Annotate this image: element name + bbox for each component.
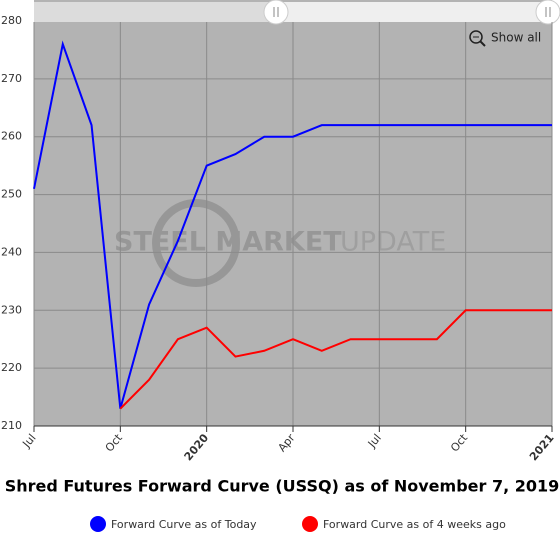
watermark-logo xyxy=(152,199,240,287)
y-tick-label: 260 xyxy=(1,130,22,143)
y-tick-label: 280 xyxy=(1,14,22,27)
navigator-mask xyxy=(34,2,274,22)
y-tick-label: 240 xyxy=(1,245,22,258)
legend-label: Forward Curve as of 4 weeks ago xyxy=(323,518,506,531)
x-tick-label: Apr xyxy=(275,431,297,454)
navigator-handle[interactable] xyxy=(535,0,560,25)
series-line xyxy=(119,309,552,410)
button-label[interactable]: Show all xyxy=(491,31,541,45)
legend-marker xyxy=(302,516,318,532)
legend-marker xyxy=(90,516,106,532)
x-tick-label: 2020 xyxy=(182,431,212,463)
show-all-button[interactable]: Show all xyxy=(469,30,541,47)
y-tick-label: 270 xyxy=(1,72,22,85)
y-tick-label: 250 xyxy=(1,188,22,201)
y-tick-label: 220 xyxy=(1,361,22,374)
legend-label: Forward Curve as of Today xyxy=(111,518,257,531)
x-tick-label: Jul xyxy=(19,432,38,451)
chart-title: Shred Futures Forward Curve (USSQ) as of… xyxy=(5,477,560,496)
x-tick-label: Oct xyxy=(103,431,126,454)
x-tick-label: 2021 xyxy=(527,432,557,464)
y-tick-label: 230 xyxy=(1,303,22,316)
series-line xyxy=(33,40,552,409)
x-tick-label: Oct xyxy=(448,431,471,454)
zoom-icon xyxy=(469,30,483,44)
y-tick-label: 210 xyxy=(1,419,22,432)
navigator-handle[interactable] xyxy=(263,0,289,25)
x-tick-label: Jul xyxy=(365,432,384,451)
zoom-icon xyxy=(479,40,486,47)
